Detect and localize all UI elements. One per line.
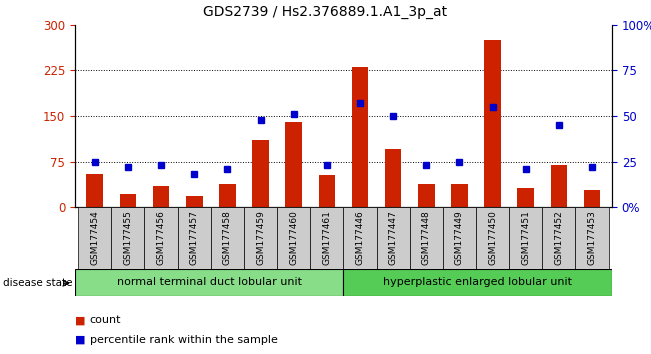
Bar xyxy=(186,196,202,207)
Text: GSM177460: GSM177460 xyxy=(289,210,298,265)
Bar xyxy=(153,186,169,207)
Bar xyxy=(87,174,103,207)
Text: normal terminal duct lobular unit: normal terminal duct lobular unit xyxy=(117,277,301,287)
Bar xyxy=(409,207,443,269)
Bar xyxy=(551,165,567,207)
Bar xyxy=(344,207,376,269)
Bar xyxy=(418,184,435,207)
Text: hyperplastic enlarged lobular unit: hyperplastic enlarged lobular unit xyxy=(383,277,572,287)
Text: ■: ■ xyxy=(75,315,85,325)
Bar xyxy=(376,207,409,269)
Text: GSM177453: GSM177453 xyxy=(588,210,596,265)
Bar xyxy=(443,207,476,269)
Bar xyxy=(211,207,244,269)
Bar xyxy=(509,207,542,269)
Bar xyxy=(344,269,612,296)
Bar xyxy=(451,184,467,207)
Bar xyxy=(476,207,509,269)
Text: GSM177457: GSM177457 xyxy=(189,210,199,265)
Text: GSM177455: GSM177455 xyxy=(124,210,132,265)
Text: GSM177456: GSM177456 xyxy=(156,210,165,265)
Bar xyxy=(75,269,344,296)
Text: disease state: disease state xyxy=(3,278,73,288)
Bar xyxy=(120,194,136,207)
Text: GSM177458: GSM177458 xyxy=(223,210,232,265)
Text: GSM177461: GSM177461 xyxy=(322,210,331,265)
Text: GDS2739 / Hs2.376889.1.A1_3p_at: GDS2739 / Hs2.376889.1.A1_3p_at xyxy=(203,5,448,19)
Bar xyxy=(252,140,269,207)
Bar xyxy=(111,207,145,269)
Bar xyxy=(484,40,501,207)
Text: GSM177451: GSM177451 xyxy=(521,210,531,265)
Text: GSM177450: GSM177450 xyxy=(488,210,497,265)
Bar xyxy=(78,207,111,269)
Text: ■: ■ xyxy=(75,335,85,345)
Bar xyxy=(318,176,335,207)
Bar xyxy=(385,149,402,207)
Bar xyxy=(219,184,236,207)
Text: GSM177449: GSM177449 xyxy=(455,210,464,265)
Bar xyxy=(285,122,302,207)
Bar xyxy=(145,207,178,269)
Bar xyxy=(178,207,211,269)
Bar xyxy=(584,190,600,207)
Bar xyxy=(518,188,534,207)
Bar xyxy=(277,207,311,269)
Text: GSM177446: GSM177446 xyxy=(355,210,365,265)
Bar xyxy=(244,207,277,269)
Text: GSM177452: GSM177452 xyxy=(555,210,563,265)
Text: GSM177454: GSM177454 xyxy=(90,210,99,265)
Text: GSM177448: GSM177448 xyxy=(422,210,431,265)
Text: GSM177459: GSM177459 xyxy=(256,210,265,265)
Bar xyxy=(352,67,368,207)
Bar xyxy=(542,207,575,269)
Bar xyxy=(311,207,344,269)
Bar xyxy=(575,207,609,269)
Text: percentile rank within the sample: percentile rank within the sample xyxy=(90,335,278,345)
Text: count: count xyxy=(90,315,121,325)
Text: GSM177447: GSM177447 xyxy=(389,210,398,265)
